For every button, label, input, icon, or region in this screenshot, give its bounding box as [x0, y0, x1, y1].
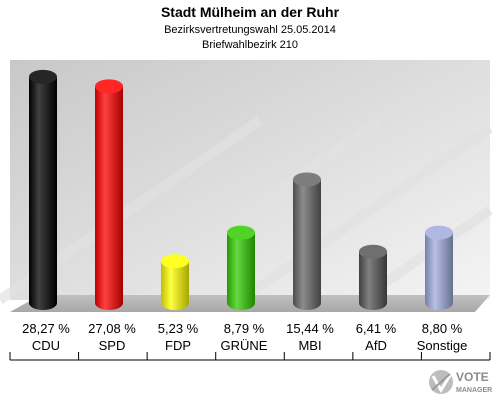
bar-top [29, 69, 57, 84]
value-label: 28,27 % [22, 321, 70, 336]
bar-top [95, 79, 123, 94]
bar-top [161, 254, 189, 269]
value-label: 6,41 % [356, 321, 397, 336]
chart-title: Stadt Mülheim an der Ruhr [161, 4, 340, 20]
bar-sonstige [425, 225, 453, 310]
category-label: MBI [298, 338, 321, 353]
bar-body [227, 232, 255, 310]
bar-grüne [227, 225, 255, 310]
bar-mbi [293, 172, 321, 310]
category-label: AfD [365, 338, 387, 353]
value-label: 8,80 % [422, 321, 463, 336]
bar-body [95, 86, 123, 310]
bar-body [29, 76, 57, 310]
watermark-line-2: MANAGER [456, 387, 492, 394]
vote-manager-logo: VOTE MANAGER [429, 370, 492, 394]
value-label: 27,08 % [88, 321, 136, 336]
bar-fdp [161, 254, 189, 310]
bar-top [293, 172, 321, 187]
bar-body [425, 232, 453, 310]
bar-top [425, 225, 453, 240]
category-labels-group: CDU SPD FDP GRÜNE MBI AfD Sonstige [32, 338, 467, 353]
chart-subtitle: Bezirksvertretungswahl 25.05.2014 [164, 24, 336, 36]
category-label: CDU [32, 338, 60, 353]
vote-manager-seal-icon [429, 370, 454, 394]
category-label: FDP [165, 338, 191, 353]
bar-top [359, 244, 387, 259]
bar-top [227, 225, 255, 240]
bar-body [359, 251, 387, 310]
bar-body [293, 179, 321, 310]
value-labels-group: 28,27 % 27,08 % 5,23 % 8,79 % 15,44 % 6,41 % 8… [22, 321, 463, 336]
axis-ticks-group [9, 352, 491, 360]
bar-afd [359, 244, 387, 310]
value-label: 8,79 % [224, 321, 265, 336]
chart-subtitle-2: Briefwahlbezirk 210 [202, 39, 298, 51]
bar-body [161, 261, 189, 310]
chart-back-wall [10, 60, 490, 300]
watermark-line-1: VOTE [456, 370, 489, 384]
bar-cdu [29, 69, 57, 310]
category-label: GRÜNE [221, 338, 268, 353]
category-label: SPD [99, 338, 126, 353]
bars-group [29, 69, 453, 310]
category-label: Sonstige [417, 338, 468, 353]
value-label: 5,23 % [158, 321, 199, 336]
bar-spd [95, 79, 123, 310]
value-label: 15,44 % [286, 321, 334, 336]
